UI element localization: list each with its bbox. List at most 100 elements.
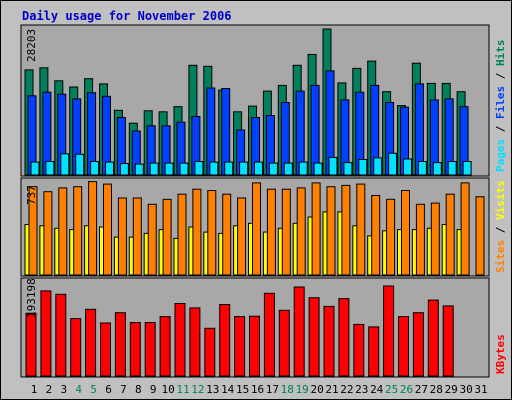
- bar-sites-day-7: [117, 197, 127, 276]
- bar-sites-day-26: [401, 190, 410, 276]
- bar-sites-day-21: [326, 186, 336, 276]
- x-tick-label-day-24: 24: [370, 383, 384, 396]
- bar-kbytes-day-10: [159, 316, 171, 377]
- bar-kbytes-day-26: [398, 316, 409, 377]
- x-tick-label-day-15: 15: [236, 383, 249, 396]
- bar-pages-day-30: [462, 161, 472, 176]
- bar-sites-day-11: [177, 193, 187, 276]
- bar-pages-day-8: [134, 163, 144, 176]
- bar-kbytes-day-20: [308, 297, 320, 377]
- bar-pages-day-2: [45, 161, 55, 176]
- bar-pages-day-14: [224, 161, 234, 176]
- bar-pages-day-11: [179, 162, 189, 176]
- bar-files-day-20: [310, 84, 320, 176]
- bar-sites-day-4: [73, 186, 83, 276]
- bar-pages-day-15: [239, 161, 249, 176]
- bar-kbytes-day-12: [189, 307, 201, 377]
- x-tick-label-day-28: 28: [430, 383, 443, 396]
- bar-pages-day-4: [75, 153, 85, 176]
- x-tick-label-day-7: 7: [120, 383, 127, 396]
- bar-sites-day-13: [207, 190, 217, 276]
- legend-kbytes: KBytes: [494, 334, 507, 374]
- bar-pages-day-18: [283, 162, 293, 176]
- legend-files: Files: [494, 86, 507, 119]
- kbytes-ymax-label: 193198: [25, 278, 38, 318]
- bar-sites-day-22: [341, 184, 351, 276]
- bar-sites-day-5: [88, 181, 98, 276]
- legend-hits: Hits: [494, 40, 507, 67]
- bar-kbytes-day-2: [40, 290, 52, 377]
- visits-ymax-label: 737: [25, 185, 38, 205]
- bar-kbytes-day-4: [70, 318, 82, 377]
- bar-pages-day-29: [447, 161, 457, 176]
- bar-sites-day-27: [415, 203, 425, 276]
- bar-kbytes-day-3: [55, 293, 67, 377]
- bar-kbytes-day-9: [144, 322, 156, 377]
- bar-pages-day-24: [373, 157, 383, 176]
- bar-sites-day-17: [266, 188, 276, 276]
- x-tick-label-day-14: 14: [221, 383, 235, 396]
- x-tick-label-day-4: 4: [75, 383, 82, 396]
- bar-sites-day-24: [371, 195, 381, 276]
- bar-pages-day-1: [30, 161, 40, 176]
- x-tick-label-day-25: 25: [385, 383, 398, 396]
- bar-pages-day-25: [388, 152, 398, 176]
- x-tick-label-day-9: 9: [150, 383, 157, 396]
- bar-kbytes-day-13: [204, 327, 216, 377]
- bar-kbytes-day-27: [412, 312, 424, 377]
- bar-sites-day-9: [147, 203, 157, 276]
- x-tick-label-day-10: 10: [161, 383, 174, 396]
- bar-kbytes-day-8: [129, 322, 141, 377]
- x-tick-label-day-19: 19: [296, 383, 309, 396]
- x-tick-label-day-20: 20: [310, 383, 323, 396]
- bar-kbytes-day-17: [263, 292, 275, 377]
- bar-pages-day-3: [60, 153, 70, 176]
- bar-kbytes-day-19: [293, 286, 305, 377]
- bar-pages-day-23: [358, 159, 368, 176]
- x-tick-label-day-1: 1: [31, 383, 38, 396]
- x-tick-label-day-17: 17: [266, 383, 279, 396]
- bar-kbytes-day-5: [85, 308, 97, 377]
- x-tick-label-day-6: 6: [105, 383, 112, 396]
- x-tick-label-day-2: 2: [46, 383, 53, 396]
- bar-kbytes-day-16: [249, 315, 260, 377]
- x-tick-label-day-30: 30: [459, 383, 472, 396]
- bar-kbytes-day-23: [353, 323, 365, 377]
- bar-sites-day-25: [386, 198, 396, 276]
- chart-title: Daily usage for November 2006: [22, 9, 232, 23]
- legend-sep: /: [494, 220, 507, 240]
- bar-kbytes-day-15: [234, 316, 246, 377]
- x-tick-label-day-16: 16: [251, 383, 264, 396]
- bar-pages-day-20: [313, 162, 323, 176]
- x-tick-label-day-26: 26: [400, 383, 413, 396]
- x-tick-label-day-11: 11: [176, 383, 189, 396]
- bar-kbytes-day-29: [442, 305, 454, 377]
- legend-sites: Sites: [494, 240, 507, 273]
- bar-kbytes-day-11: [174, 303, 186, 377]
- bar-sites-day-1: [28, 186, 38, 276]
- bar-sites-day-6: [103, 183, 112, 276]
- bar-pages-day-9: [149, 162, 159, 176]
- bar-sites-day-30: [460, 182, 470, 276]
- legend-sep: /: [494, 119, 507, 139]
- kbytes-legend: KBytes: [494, 334, 507, 374]
- bar-pages-day-17: [268, 162, 278, 176]
- bar-kbytes-day-24: [368, 326, 380, 377]
- bar-pages-day-27: [417, 161, 427, 176]
- bar-sites-day-3: [58, 187, 68, 276]
- bar-sites-day-20: [311, 182, 321, 276]
- bar-sites-day-15: [237, 197, 247, 276]
- bar-sites-day-8: [132, 197, 142, 276]
- x-tick-label-day-13: 13: [206, 383, 219, 396]
- visits-legend: Sites / Visits: [494, 180, 507, 273]
- x-tick-label-day-27: 27: [415, 383, 428, 396]
- legend-pages: Pages: [494, 139, 507, 172]
- bar-sites-day-12: [192, 188, 202, 276]
- hits-legend: Pages / Files / Hits: [494, 40, 507, 173]
- bar-pages-day-26: [403, 158, 412, 176]
- x-tick-label-day-12: 12: [191, 383, 204, 396]
- x-tick-label-day-5: 5: [90, 383, 97, 396]
- bar-pages-day-28: [432, 162, 442, 176]
- x-tick-label-day-18: 18: [281, 383, 294, 396]
